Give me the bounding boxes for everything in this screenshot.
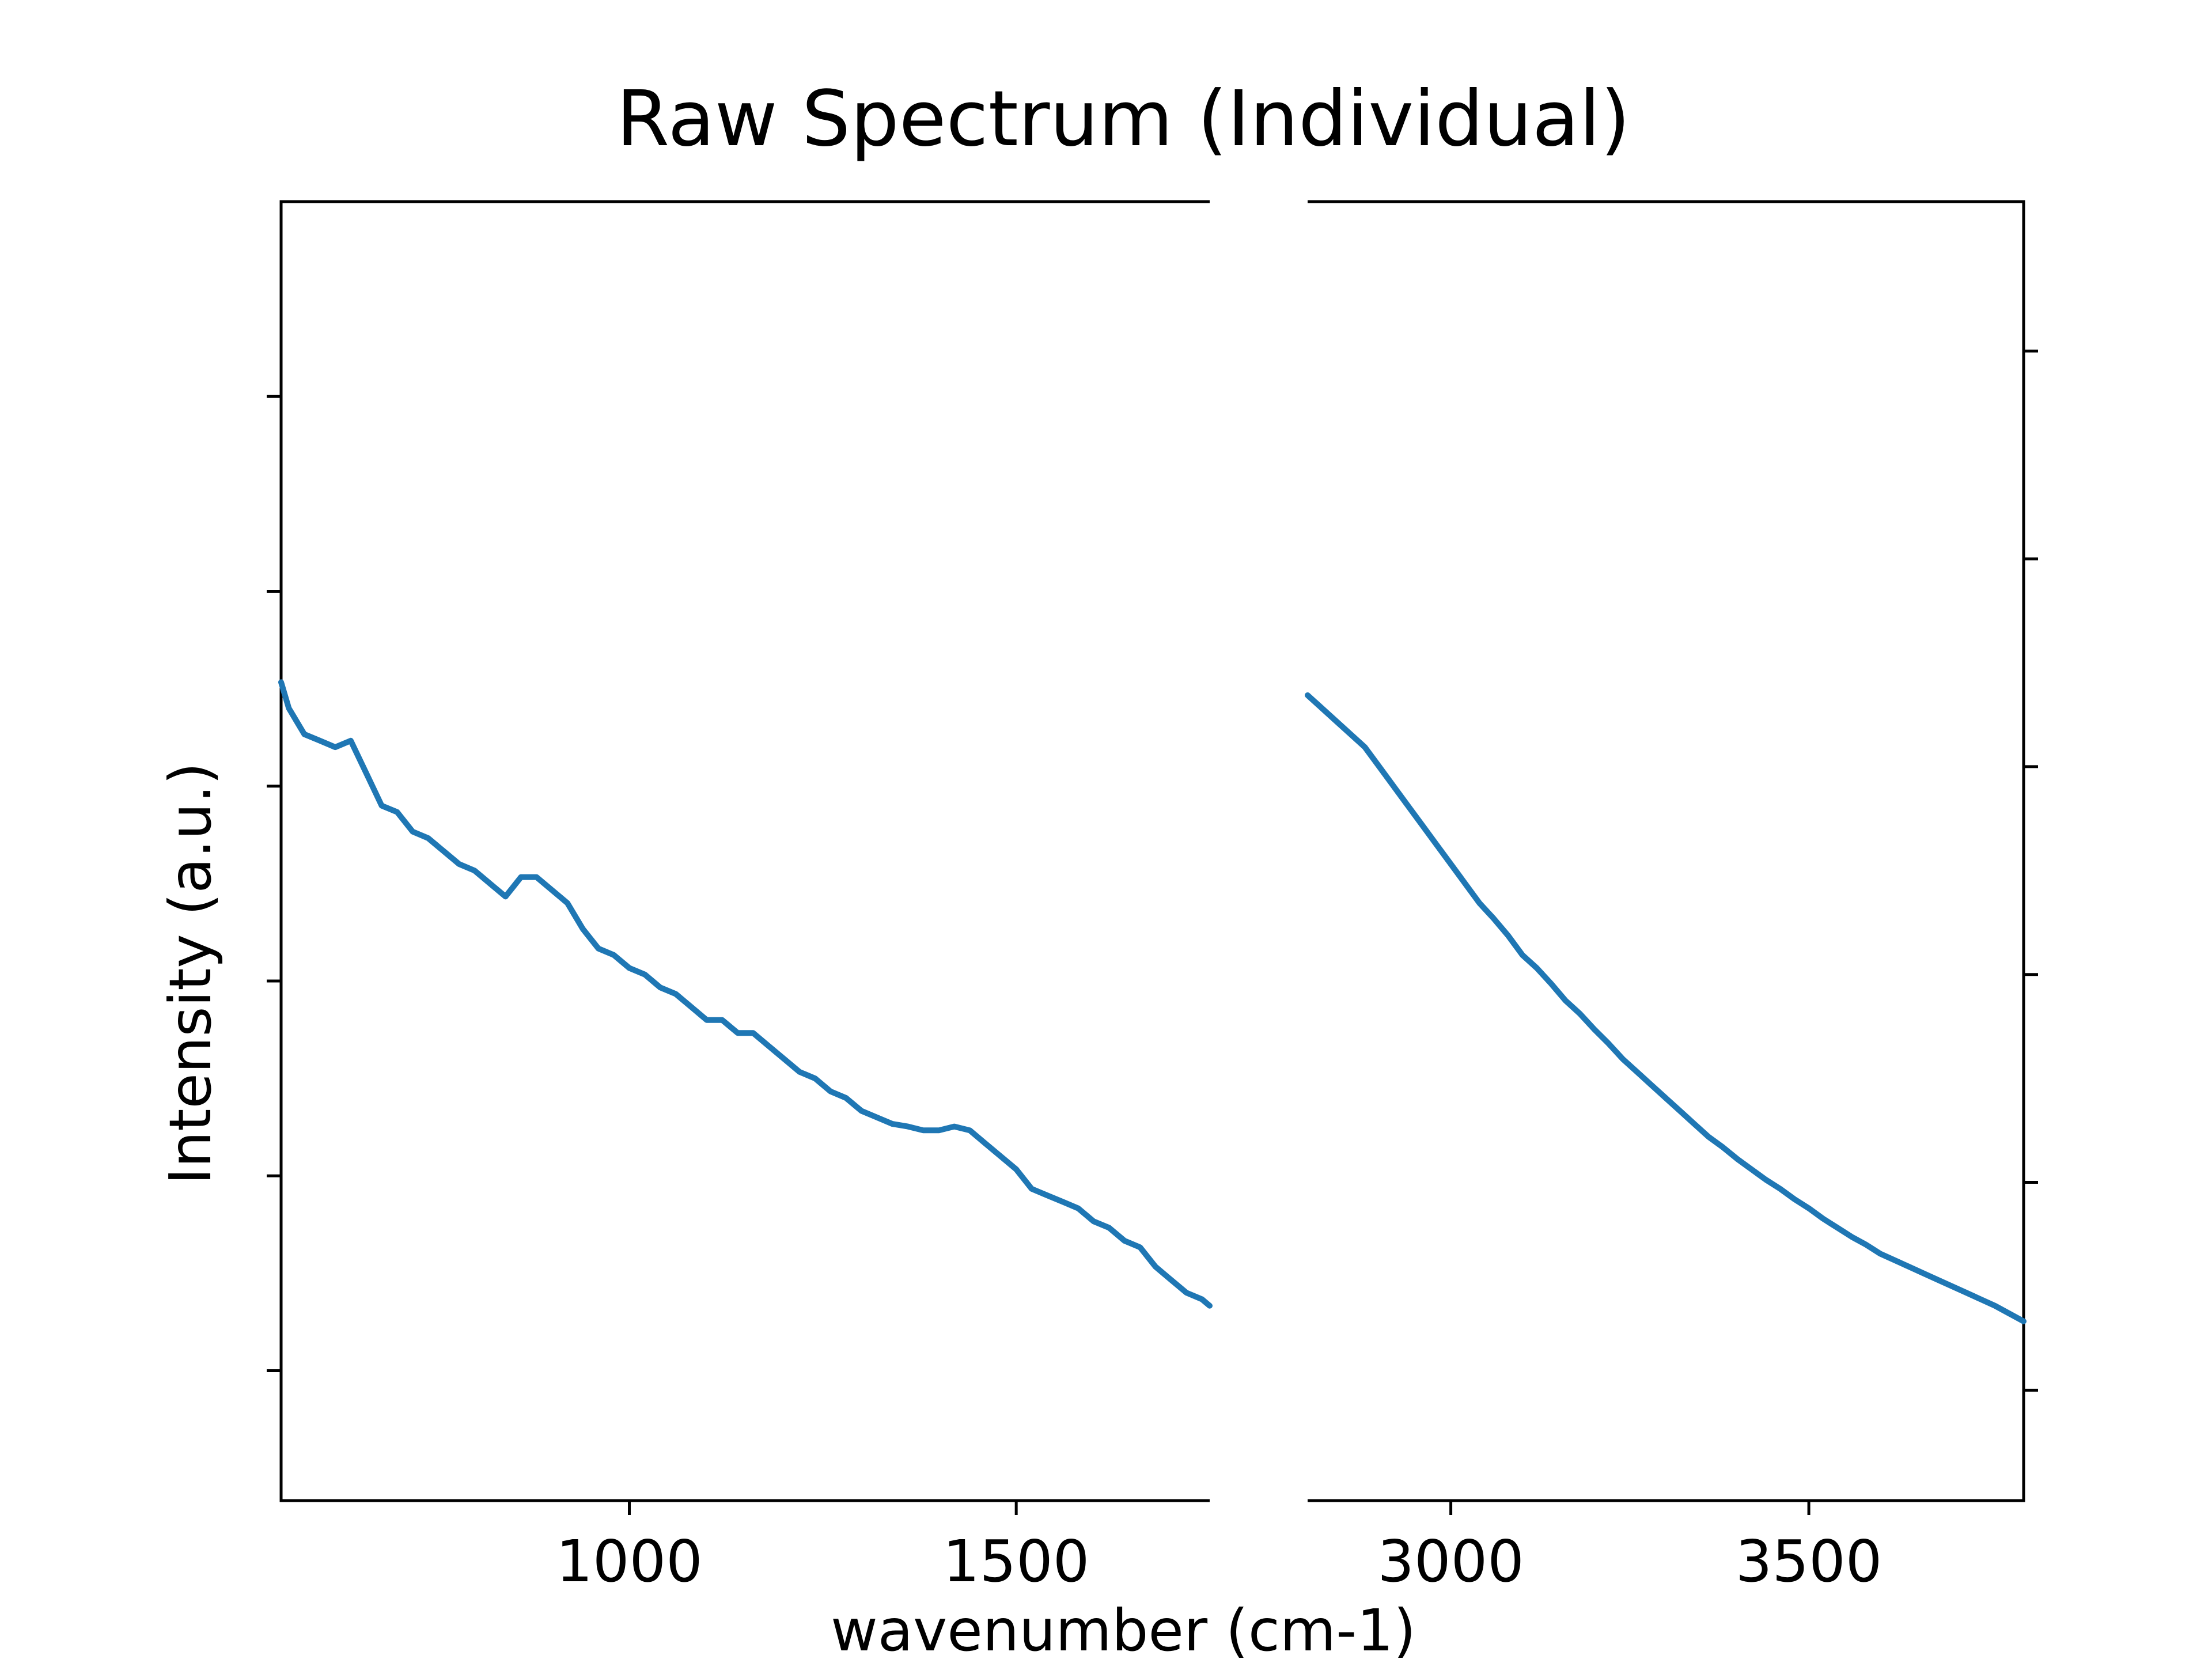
x-tick-label: 1000: [556, 1528, 703, 1595]
x-tick-label: 1500: [943, 1528, 1090, 1595]
panel-high-wavenumber: 3000 3500: [1305, 200, 2038, 1595]
panel-frame: [1308, 200, 2025, 1502]
panel-fingerprint: 1000 1500: [267, 200, 1213, 1595]
x-tick-label: 3000: [1377, 1528, 1524, 1595]
chart-title: Raw Spectrum (Individual): [616, 75, 1630, 164]
series-line: [278, 679, 1213, 1309]
plot-panels: 1000 1500 3000 3500: [267, 200, 2038, 1595]
series-line: [1305, 692, 2027, 1324]
x-axis-label: wavenumber (cm-1): [831, 1597, 1416, 1659]
x-tick-label: 3500: [1736, 1528, 1883, 1595]
y-axis-label: Intensity (a.u.): [157, 762, 224, 1184]
panel-frame: [279, 200, 1210, 1502]
